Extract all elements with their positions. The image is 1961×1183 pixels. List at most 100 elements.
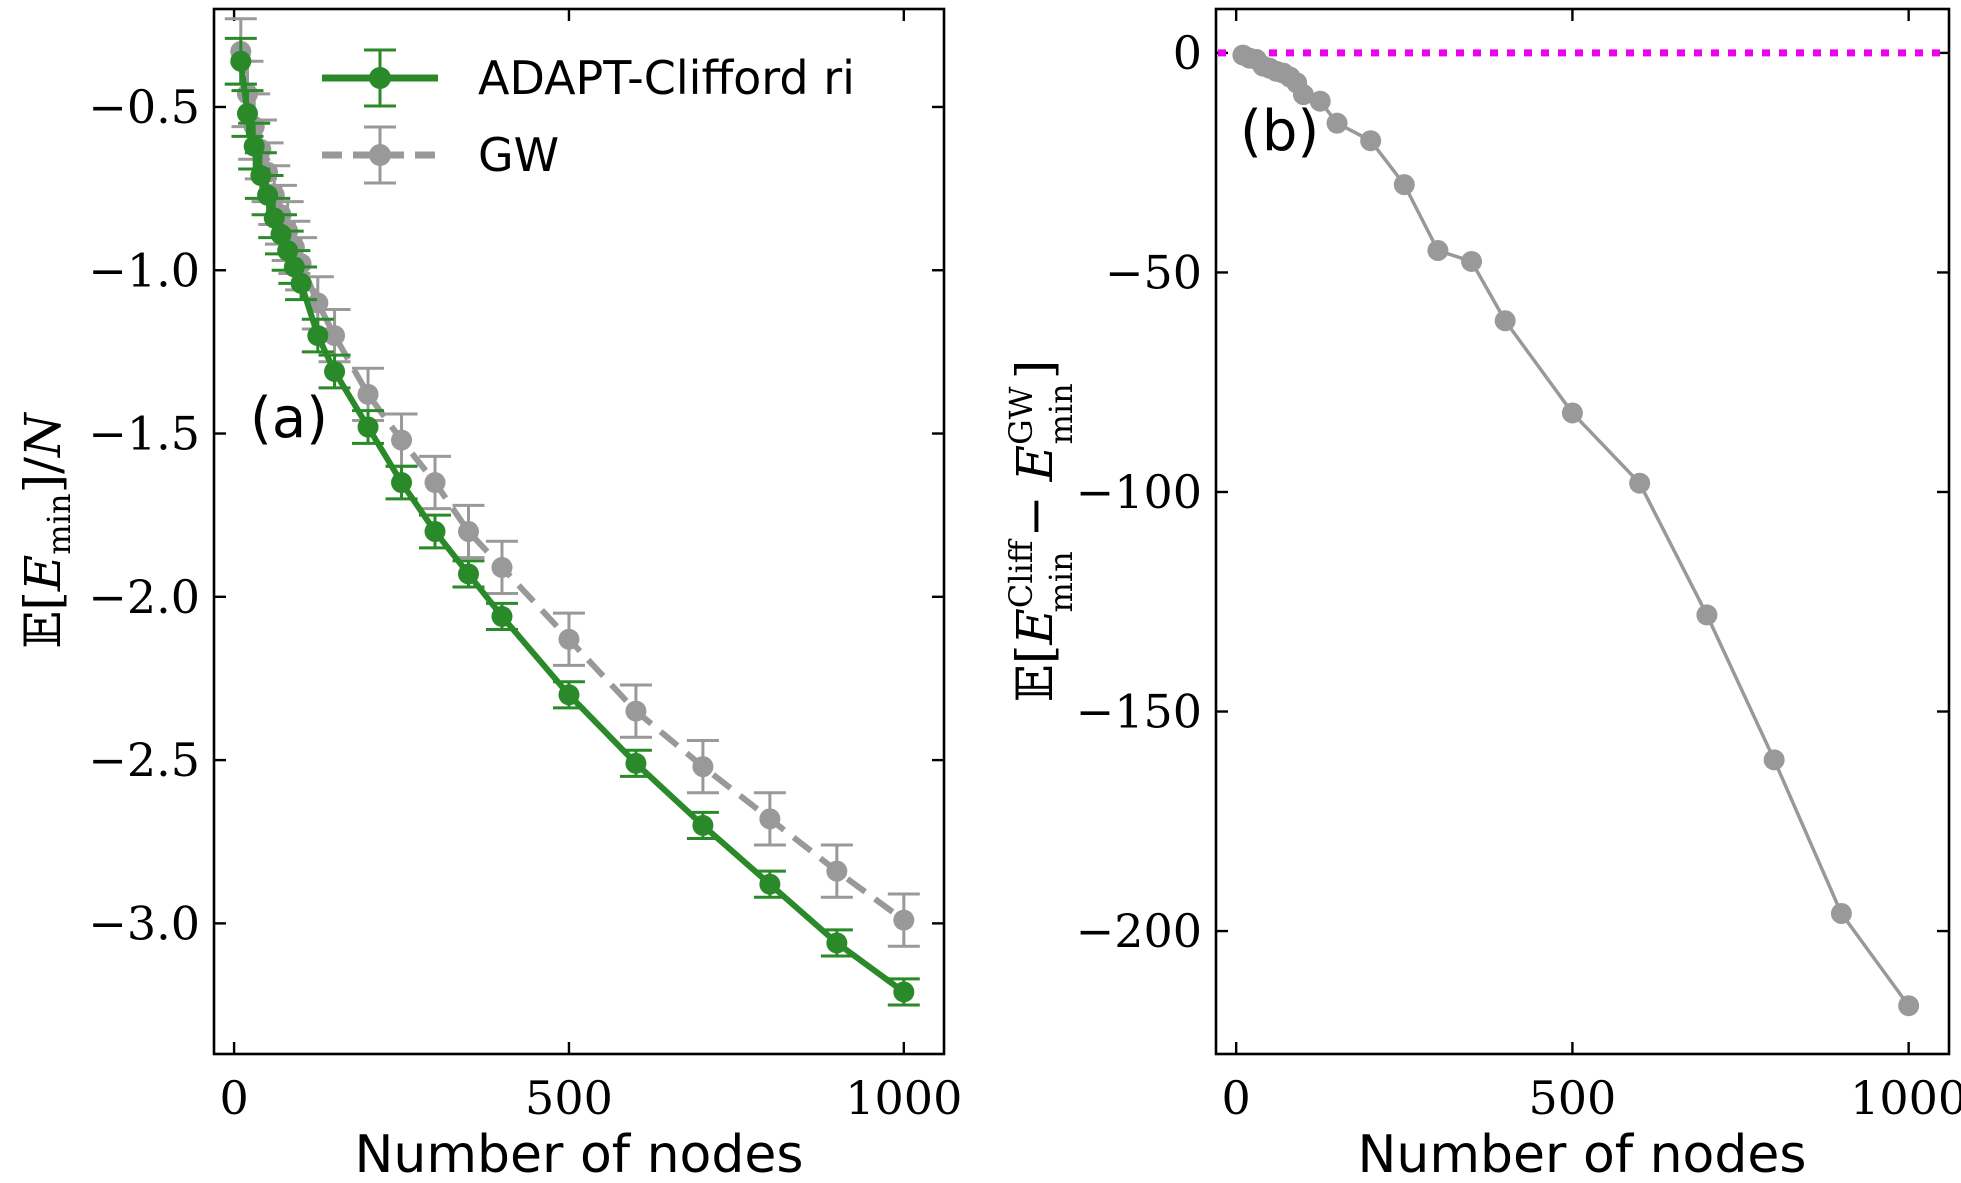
adapt-point [424,521,446,542]
panel-a-xlabel: Number of nodes [355,1125,804,1183]
legend-adapt-marker [369,67,391,89]
panel-b-ytick-label: −50 [1105,245,1202,299]
panel-a-ylabel: 𝔼[Emin]/N [14,411,78,649]
adapt-point [290,272,312,294]
panel-a-ytick-label: −0.5 [88,80,200,134]
panel-b-ytick-label: −100 [1076,465,1202,519]
gw-point [625,700,647,722]
panel-b-point [1393,174,1415,196]
panel-b-point [1292,84,1314,106]
gw-point [307,292,329,314]
adapt-line [237,60,906,995]
panel-b-point [1898,995,1920,1017]
gw-point [391,429,413,451]
panel-a-ticks: 0 500 1000 −0.5 −1.0 −1.5 −2.0 −2.5 −3.0 [88,9,962,1125]
panel-b-frame [1214,7,1951,1056]
adapt-point [277,240,299,262]
adapt-point [324,360,346,382]
panel-b-point [1461,250,1483,272]
adapt-point [236,103,258,124]
legend-gw-marker [369,144,391,166]
gw-point [424,472,446,494]
ya-N: N [14,411,72,458]
panel-b-xlabel: Number of nodes [1358,1125,1807,1183]
panel-a-label: (a) [250,386,328,451]
adapt-point [491,605,513,627]
yb-sub2: min [1042,383,1080,444]
svg-text:𝔼[Emin]/N: 𝔼[Emin]/N [14,411,78,649]
yb-var1: E [1006,608,1064,646]
panel-b-label: (b) [1240,99,1319,164]
panel-a: 0 500 1000 −0.5 −1.0 −1.5 −2.0 −2.5 −3.0 (a) ADA… [14,7,962,1183]
adapt-point [759,873,781,895]
panel-b-series [1232,44,1920,1017]
panel-a-ytick-label: −2.0 [88,570,200,624]
panel-b-point [1696,604,1718,626]
legend-entry-gw: GW [322,125,559,185]
svg-text:𝔼[ECliffmin−EGWmin]: 𝔼[ECliffmin−EGWmin] [1002,360,1080,703]
legend-gw-label: GW [478,128,559,182]
yb-var2: E [1006,445,1064,483]
panel-a-adapt-series [230,50,915,1003]
panel-b-ticks: 0 500 1000 0 −50 −100 −150 −200 [1076,9,1961,1125]
panel-b-point [1360,130,1382,152]
legend-entry-adapt: ADAPT-Clifford ri [322,48,855,108]
panel-b-point [1830,902,1852,924]
panel-a-adapt-errorbars [224,36,920,1007]
panel-b-ylabel: 𝔼[ECliffmin−EGWmin] [1002,360,1080,703]
panel-b-point [1309,90,1331,112]
gw-point [357,383,379,405]
panel-b-xtick-label: 1000 [1850,1071,1961,1125]
adapt-point [457,563,479,585]
gw-point [457,521,479,542]
gw-point [893,909,915,931]
adapt-point [558,684,580,706]
adapt-point [893,981,915,1003]
ya-E: 𝔼 [14,611,72,649]
panel-b-point [1763,749,1785,771]
yb-sup2: GW [1002,386,1040,445]
ya-sub: min [40,493,78,554]
panel-a-gw-series [230,40,915,931]
yb-sub1: min [1042,551,1080,612]
panel-b-ytick-label: −150 [1076,685,1202,739]
panel-a-xtick-label: 500 [525,1071,613,1125]
gw-point [491,556,513,578]
adapt-point [307,325,329,347]
adapt-point [283,256,305,278]
yb-bracket-close: ] [1006,360,1064,380]
panel-a-ytick-label: −3.0 [88,896,200,950]
gw-point [759,808,781,830]
panel-b-line [1242,53,1911,1007]
adapt-point [243,135,265,157]
panel-a-ytick-label: −1.5 [88,407,200,461]
panel-b-point [1561,402,1583,424]
gw-point [324,325,346,347]
adapt-point [357,416,379,438]
legend: ADAPT-Clifford ri GW [322,48,855,185]
panel-b-ytick-label: −200 [1076,904,1202,958]
adapt-point [230,50,252,72]
adapt-point [270,223,292,245]
panel-a-frame [212,7,946,1056]
yb-E: 𝔼 [1006,664,1064,702]
yb-sup1: Cliff [1002,538,1040,608]
panel-b: 0 500 1000 0 −50 −100 −150 −200 (b) Number of n… [1002,7,1961,1183]
panel-a-xtick-label: 0 [219,1071,248,1125]
adapt-point [263,207,285,229]
adapt-point [257,184,279,206]
ya-bracket-close: ]/ [14,457,72,494]
adapt-point [391,472,413,494]
yb-bracket-open: [ [1006,645,1064,665]
panel-b-point [1427,239,1449,261]
legend-adapt-label: ADAPT-Clifford ri [478,51,855,105]
yb-minus: − [1006,495,1064,537]
adapt-point [692,814,714,836]
panel-b-point [1326,112,1348,134]
panel-b-point [1494,310,1516,332]
adapt-point [625,752,647,774]
panel-a-xtick-label: 1000 [845,1071,962,1125]
panel-b-ytick-label: 0 [1173,26,1202,80]
gw-point [692,756,714,778]
